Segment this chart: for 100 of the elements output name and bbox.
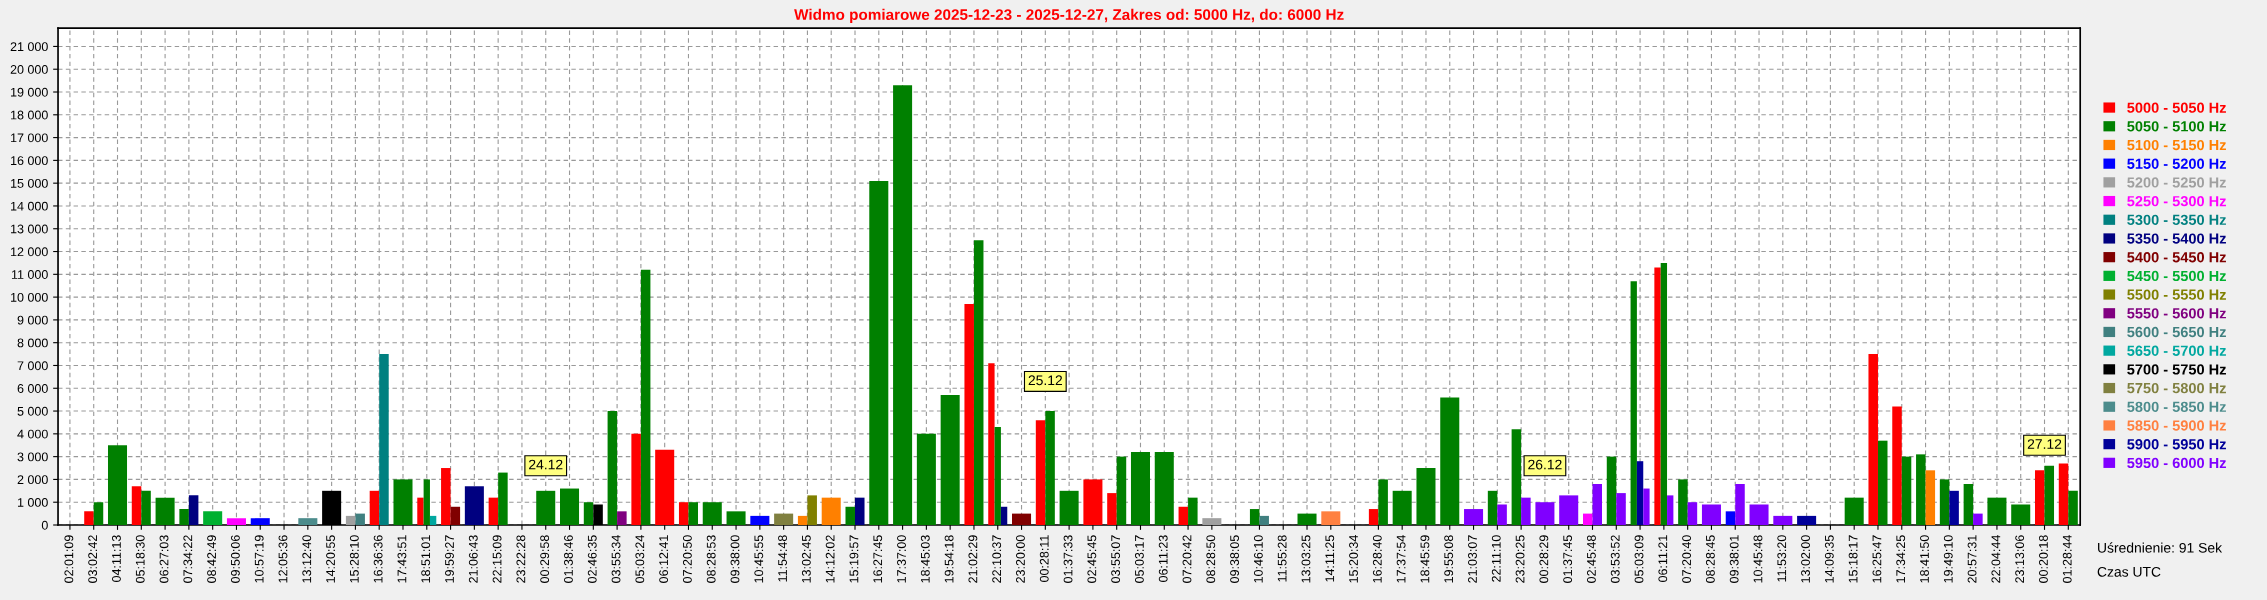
chart-title: Widmo pomiarowe 2025-12-23 - 2025-12-27, Zakres od: 5000 Hz, do: 6000 Hz xyxy=(794,8,1344,24)
legend-label: 5850 - 5900 Hz xyxy=(2127,420,2226,431)
y-tick-label: 15 000 xyxy=(11,178,48,188)
legend-label: 5350 - 5400 Hz xyxy=(2127,233,2226,244)
x-tick-label: 22:11:10 xyxy=(1491,535,1501,582)
y-tick-label: 19 000 xyxy=(11,87,48,97)
x-tick-label: 01:37:33 xyxy=(1063,535,1073,583)
x-tick-label: 07:20:50 xyxy=(682,535,692,583)
x-tick-label: 02:46:35 xyxy=(587,535,597,583)
x-tick-label: 11:54:48 xyxy=(778,535,787,582)
x-tick-label: 00:29:58 xyxy=(540,535,550,583)
legend-label: 5200 - 5250 Hz xyxy=(2127,177,2226,188)
x-tick-label: 21:06:43 xyxy=(468,535,478,583)
x-tick-label: 01:28:44 xyxy=(2062,535,2072,583)
legend-label: 5750 - 5800 Hz xyxy=(2127,382,2226,394)
legend-label: 5400 - 5450 Hz xyxy=(2127,252,2226,263)
annotation: 26.12 xyxy=(1528,459,1562,470)
x-tick-label: 17:43:51 xyxy=(397,535,407,583)
text: Czas UTC xyxy=(2097,566,2161,577)
legend-label: 5600 - 5650 Hz xyxy=(2127,326,2226,338)
x-tick-label: 05:03:24 xyxy=(635,535,645,583)
legend-label: 5900 - 5950 Hz xyxy=(2127,439,2226,450)
x-tick-label: 20:57:31 xyxy=(1967,535,1977,583)
legend-label: 5800 - 5850 Hz xyxy=(2127,401,2226,412)
x-tick-label: 14:20:55 xyxy=(326,535,335,583)
y-tick-label: 21 000 xyxy=(10,42,48,52)
annotation: 24.12 xyxy=(529,459,563,470)
x-tick-label: 19:59:27 xyxy=(445,535,454,583)
x-tick-label: 18:45:03 xyxy=(920,535,930,583)
y-tick-label: 18 000 xyxy=(11,110,48,120)
x-tick-label: 16:25:47 xyxy=(1872,535,1882,583)
x-tick-label: 15:20:34 xyxy=(1349,535,1358,583)
x-tick-label: 21:03:07 xyxy=(1468,535,1477,583)
y-tick-label: 9 000 xyxy=(17,315,48,325)
x-tick-label: 09:38:01 xyxy=(1729,535,1739,583)
x-tick-label: 17:37:00 xyxy=(897,535,906,583)
y-tick-label: 7 000 xyxy=(17,361,48,371)
x-tick-label: 13:02:45 xyxy=(801,535,811,583)
x-tick-label: 10:45:55 xyxy=(754,535,764,583)
legend-label: 5450 - 5500 Hz xyxy=(2127,270,2226,282)
x-tick-label: 07:34:22 xyxy=(183,535,193,583)
x-tick-label: 16:28:40 xyxy=(1372,535,1382,583)
y-tick-label: 3 000 xyxy=(17,452,48,462)
y-tick-label: 20 000 xyxy=(10,65,48,74)
x-tick-label: 14:12:02 xyxy=(825,535,835,583)
x-tick-label: 19:55:08 xyxy=(1444,535,1454,583)
x-tick-label: 13:02:00 xyxy=(1801,535,1810,583)
x-tick-label: 00:28:29 xyxy=(1539,535,1549,583)
x-tick-label: 02:45:45 xyxy=(1087,535,1097,583)
x-tick-label: 22:04:44 xyxy=(1991,535,2001,583)
x-tick-label: 16:36:36 xyxy=(373,535,383,583)
x-tick-label: 03:55:07 xyxy=(1111,535,1121,583)
x-tick-label: 23:20:25 xyxy=(1515,535,1525,583)
x-tick-label: 03:53:52 xyxy=(1610,535,1620,583)
legend-label: 5250 - 5300 Hz xyxy=(2127,195,2226,207)
x-tick-label: 13:12:40 xyxy=(302,535,312,583)
x-tick-label: 03:55:34 xyxy=(611,535,621,583)
x-tick-label: 11:55:28 xyxy=(1277,535,1287,582)
x-tick-label: 23:13:06 xyxy=(2015,535,2025,583)
x-tick-label: 10:46:10 xyxy=(1253,535,1263,583)
x-tick-label: 23:20:00 xyxy=(1016,535,1025,583)
legend-label: 5150 - 5200 Hz xyxy=(2127,158,2226,169)
x-tick-label: 07:20:42 xyxy=(1182,535,1192,583)
y-tick-label: 14 000 xyxy=(11,201,48,211)
x-tick-label: 18:45:59 xyxy=(1420,535,1430,583)
y-tick-label: 0 xyxy=(41,520,48,530)
x-tick-label: 07:20:40 xyxy=(1682,535,1692,583)
x-tick-label: 05:03:17 xyxy=(1134,535,1144,583)
x-tick-label: 22:10:37 xyxy=(992,535,1002,583)
legend-label: 5500 - 5550 Hz xyxy=(2127,289,2226,300)
x-tick-label: 02:01:09 xyxy=(64,535,74,583)
x-tick-label: 12:05:36 xyxy=(278,535,288,583)
legend-label: 5300 - 5350 Hz xyxy=(2127,214,2226,226)
y-tick-label: 13 000 xyxy=(11,224,48,234)
x-tick-label: 03:02:42 xyxy=(88,535,98,583)
annotation: 27.12 xyxy=(2027,439,2062,449)
y-tick-label: 17 000 xyxy=(11,133,48,143)
x-tick-label: 17:34:25 xyxy=(1896,535,1906,583)
legend-label: 5700 - 5750 Hz xyxy=(2127,364,2226,375)
x-tick-label: 19:54:18 xyxy=(944,535,954,583)
x-tick-label: 15:28:10 xyxy=(349,535,359,583)
y-tick-label: 4 000 xyxy=(17,429,48,439)
y-tick-label: 5 000 xyxy=(17,406,48,416)
x-tick-label: 16:27:45 xyxy=(873,535,883,583)
text: Uśrednienie: 91 Sek xyxy=(2098,542,2223,553)
x-tick-label: 14:09:35 xyxy=(1824,535,1834,583)
y-tick-label: 16 000 xyxy=(11,156,48,166)
legend-label: 5050 - 5100 Hz xyxy=(2127,121,2226,132)
x-tick-label: 00:20:18 xyxy=(2039,535,2048,583)
x-tick-label: 06:27:03 xyxy=(159,535,169,583)
x-tick-label: 05:03:09 xyxy=(1634,535,1644,583)
y-tick-label: 8 000 xyxy=(17,338,48,348)
x-tick-label: 04:11:13 xyxy=(112,535,121,582)
y-tick-label: 11 000 xyxy=(11,270,48,279)
x-tick-label: 01:38:46 xyxy=(564,535,573,583)
x-tick-label: 13:03:25 xyxy=(1301,535,1311,583)
x-tick-label: 05:18:30 xyxy=(135,535,145,583)
x-tick-label: 22:15:09 xyxy=(492,535,502,583)
x-tick-label: 01:37:45 xyxy=(1563,535,1573,583)
x-tick-label: 18:51:01 xyxy=(421,535,431,583)
